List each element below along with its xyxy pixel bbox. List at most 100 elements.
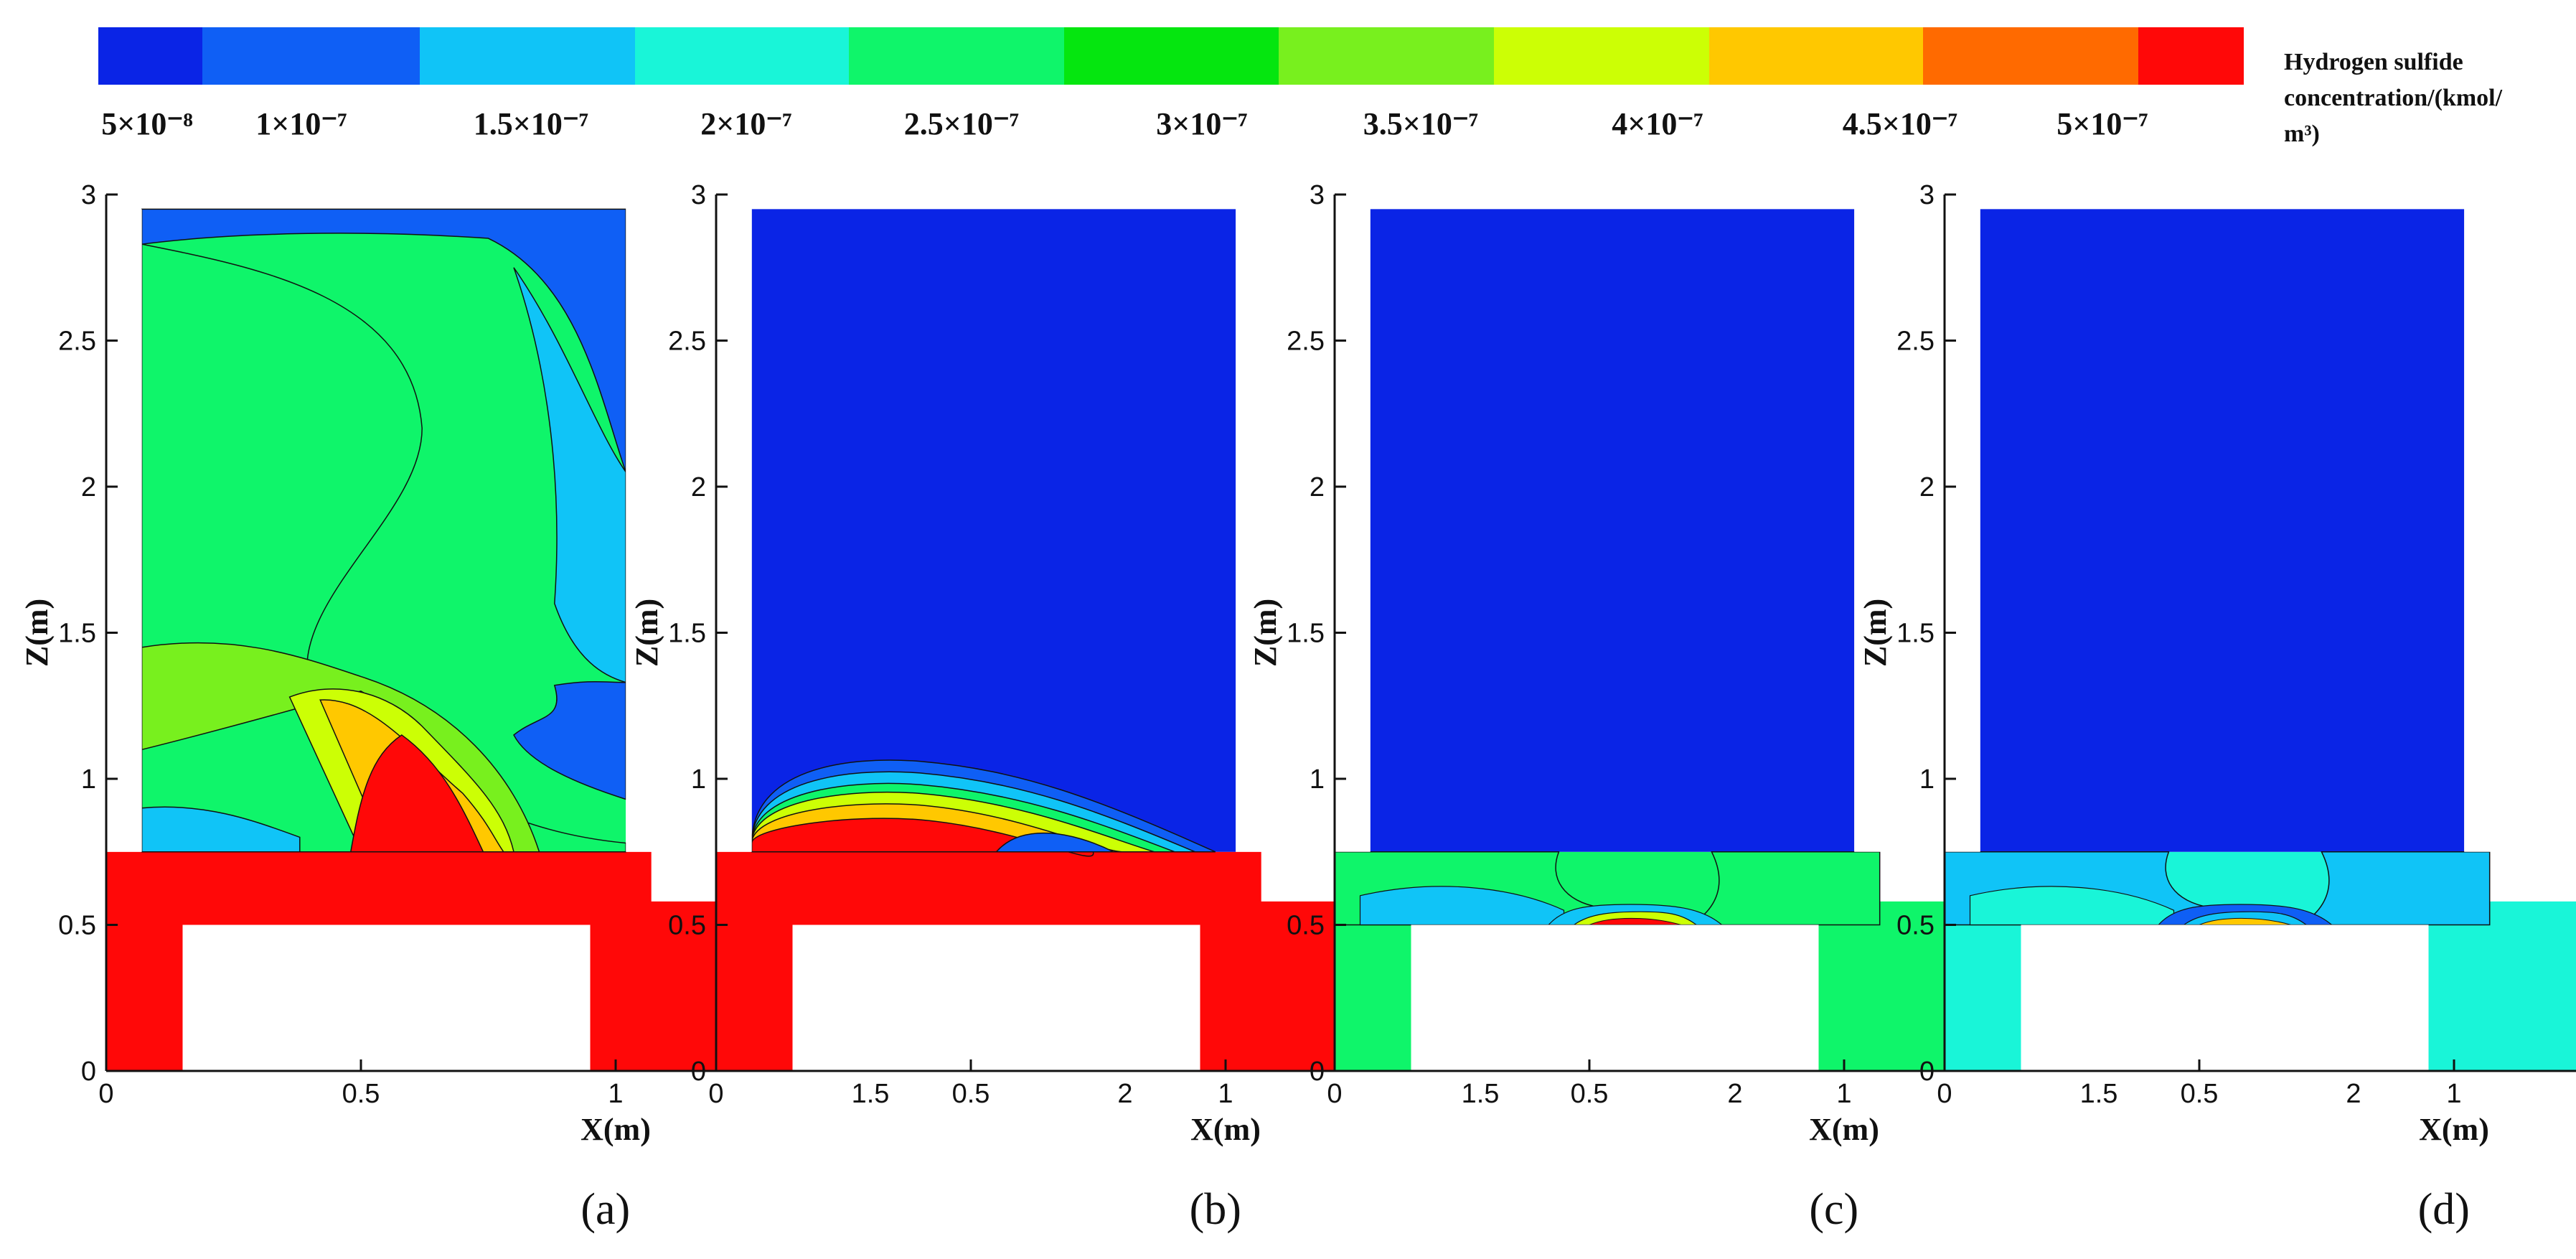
- contour-region: [349, 734, 484, 853]
- colorbar-tick-label: 3×10⁻⁷: [1156, 106, 1248, 141]
- colorbar-tick-label: 4.5×10⁻⁷: [1843, 106, 1958, 141]
- blank-region: [1335, 209, 1371, 852]
- blank-region: [1945, 209, 1980, 852]
- y-tick-label: 3: [1310, 180, 1325, 210]
- x-tick-label: 1: [2446, 1079, 2461, 1109]
- blank-region: [716, 209, 752, 852]
- colorbar-tick-label: 5×10⁻⁸: [101, 106, 193, 141]
- panel-caption: (c): [1809, 1185, 1858, 1234]
- x-tick-label: 0: [1327, 1079, 1342, 1109]
- colorbar-segment: [1494, 27, 1709, 85]
- obstacle-block: [182, 925, 591, 1071]
- y-tick-label: 1.5: [58, 619, 96, 649]
- colorbar-title-line-1: Hydrogen sulfide: [2284, 49, 2463, 75]
- y-tick-label: 0.5: [1287, 911, 1325, 941]
- panel-c: 0 0.5 1 1.5 2 2.5 3 0 0.5 1 1.5 2 X(m) Z(m) (c): [1248, 180, 2361, 1234]
- y-tick-label: 2.5: [58, 327, 96, 357]
- colorbar-segment: [202, 27, 420, 85]
- colorbar-segment: [420, 27, 635, 85]
- y-tick-label: 0.5: [1896, 911, 1935, 941]
- contour-region: [1969, 886, 2175, 926]
- x-axis-label: X(m): [1190, 1112, 1261, 1147]
- y-tick-label: 1.5: [668, 619, 706, 649]
- contour-region: [141, 806, 301, 853]
- x-axis-label: X(m): [1809, 1112, 1879, 1147]
- y-axis-label: Z(m): [1248, 599, 1283, 667]
- contour-region: [2299, 851, 2491, 926]
- y-tick-label: 2: [1919, 472, 1935, 502]
- y-tick-label: 3: [81, 180, 96, 210]
- colorbar-segment: [1279, 27, 1494, 85]
- x-tick-label: 1.5: [852, 1079, 890, 1109]
- contour-region: [1589, 917, 1681, 925]
- contour-region: [995, 832, 1114, 853]
- colorbar-tick-label: 1.5×10⁻⁷: [474, 106, 589, 141]
- panel-d: 0 0.5 1 1.5 2 2.5 3 0 0.5 1 1.5 2 X(m) Z(m) (d): [1858, 180, 2576, 1234]
- contour-region: [1980, 209, 2465, 852]
- y-tick-label: 2.5: [1287, 327, 1325, 357]
- y-tick-label: 1.5: [1896, 619, 1935, 649]
- blank-region: [106, 209, 142, 852]
- colorbar-tick-label: 5×10⁻⁷: [2056, 106, 2148, 141]
- colorbar-segment: [849, 27, 1064, 85]
- contour-region: [751, 209, 1236, 852]
- contour-region: [1370, 209, 1855, 852]
- colorbar-segment: [635, 27, 849, 85]
- contour-region: [2199, 917, 2291, 925]
- x-tick-label: 1: [608, 1079, 623, 1109]
- contour-region: [141, 208, 626, 472]
- colorbar-title: Hydrogen sulfide concentration/(kmol/ m³…: [2284, 49, 2503, 147]
- y-tick-label: 3: [691, 180, 706, 210]
- y-axis-label: Z(m): [629, 599, 664, 667]
- y-tick-label: 1: [691, 764, 706, 795]
- colorbar-tick-label: 2.5×10⁻⁷: [904, 106, 1020, 141]
- panel-caption: (b): [1190, 1185, 1241, 1234]
- y-tick-label: 2.5: [1896, 327, 1935, 357]
- x-tick-label: 2: [2346, 1079, 2361, 1109]
- y-tick-label: 0.5: [58, 911, 96, 941]
- y-axis-label: Z(m): [1858, 599, 1893, 667]
- colorbar-tick-label: 1×10⁻⁷: [255, 106, 347, 141]
- x-tick-label: 1.5: [2080, 1079, 2118, 1109]
- obstacle-block: [2021, 925, 2429, 1071]
- y-tick-label: 3: [1919, 180, 1935, 210]
- blank-region: [2464, 195, 2576, 852]
- contour-region: [513, 267, 626, 683]
- x-tick-label: 0: [98, 1079, 113, 1109]
- contour-region: [1689, 851, 1881, 926]
- x-tick-label: 0.5: [952, 1079, 990, 1109]
- colorbar-tick-label: 2×10⁻⁷: [700, 106, 792, 141]
- x-axis-label: X(m): [580, 1112, 651, 1147]
- x-tick-label: 1: [1836, 1079, 1851, 1109]
- y-tick-label: 0: [1310, 1057, 1325, 1087]
- colorbar: 5×10⁻⁸ 1×10⁻⁷ 1.5×10⁻⁷ 2×10⁻⁷ 2.5×10⁻⁷ 3×10⁻⁷…: [98, 27, 2244, 141]
- y-tick-label: 1: [81, 764, 96, 795]
- contour-region: [513, 680, 626, 800]
- x-axis-label: X(m): [2419, 1112, 2489, 1147]
- panel-caption: (a): [580, 1185, 630, 1234]
- colorbar-segment: [1064, 27, 1279, 85]
- colorbar-title-line-3: m³): [2284, 121, 2320, 147]
- y-tick-label: 0: [691, 1057, 706, 1087]
- x-tick-label: 0: [1937, 1079, 1952, 1109]
- x-tick-label: 0.5: [2181, 1079, 2219, 1109]
- colorbar-segment: [1709, 27, 1923, 85]
- colorbar-segment: [2138, 27, 2244, 85]
- panels: 0 0.5 1 1.5 2 2.5 3 0 0.5 1 1.5 2 X(m) Z(m) (a) 0 0.5 1 1.…: [19, 180, 2576, 1234]
- x-tick-label: 0: [708, 1079, 723, 1109]
- y-tick-label: 2: [81, 472, 96, 502]
- y-tick-label: 2: [691, 472, 706, 502]
- x-tick-label: 2: [1727, 1079, 1742, 1109]
- colorbar-segment: [1923, 27, 2138, 85]
- colorbar-tick-label: 3.5×10⁻⁷: [1363, 106, 1479, 141]
- obstacle-block: [1411, 925, 1819, 1071]
- x-tick-label: 0.5: [342, 1079, 380, 1109]
- x-tick-label: 0.5: [1571, 1079, 1609, 1109]
- y-tick-label: 2: [1310, 472, 1325, 502]
- y-tick-label: 0: [81, 1057, 96, 1087]
- panel-caption: (d): [2418, 1185, 2470, 1234]
- x-tick-label: 1.5: [1462, 1079, 1500, 1109]
- y-tick-label: 0.5: [668, 911, 706, 941]
- axes: [1943, 193, 2576, 1072]
